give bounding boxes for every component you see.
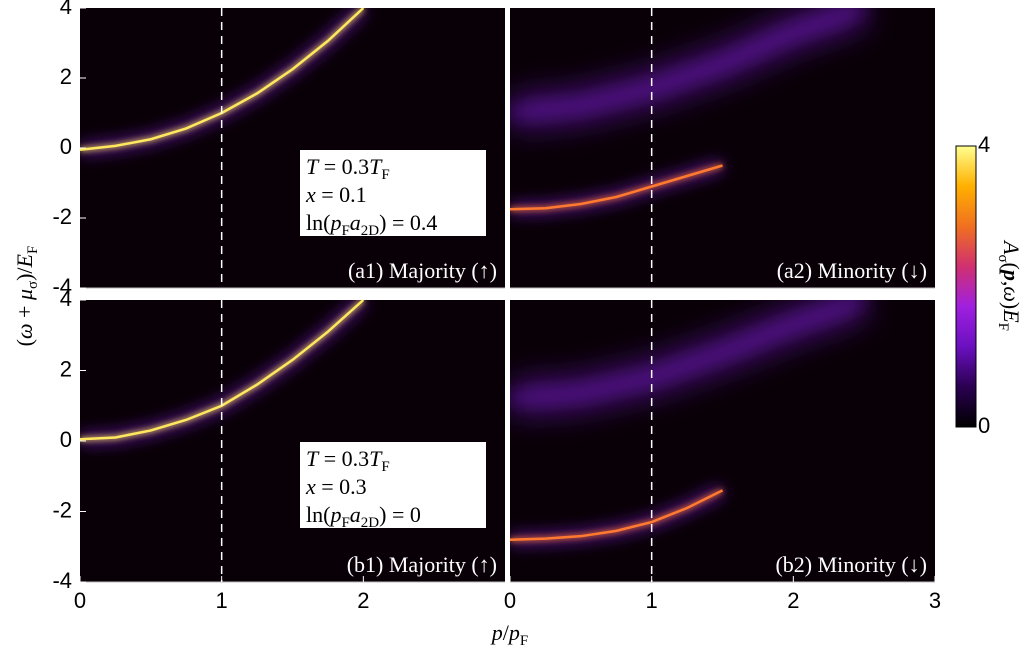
y-tick-label: -2: [52, 204, 72, 229]
spectral-peak: [510, 489, 724, 541]
x-tick-label: 2: [357, 588, 369, 613]
plot-area: [80, 300, 368, 582]
text-segment: = 0.1: [316, 182, 367, 207]
text-segment: F: [381, 167, 389, 183]
annotation-background: [300, 442, 486, 528]
text-segment: ω: [12, 323, 37, 339]
plot-background: [80, 8, 505, 288]
text-segment: )/: [12, 267, 37, 281]
y-tick-label: 0: [60, 134, 72, 159]
text-segment: p: [328, 502, 341, 527]
annotation-background: [300, 150, 486, 236]
text-segment: T: [369, 154, 383, 179]
text-segment: E: [12, 253, 37, 268]
text-segment: = 0.3: [318, 446, 369, 471]
text-segment: p: [328, 210, 341, 235]
colorbar-tick-label: 4: [978, 132, 990, 157]
text-segment: F: [381, 459, 389, 475]
text-segment: = 0.3: [318, 154, 369, 179]
plot-background: [80, 300, 505, 582]
spectral-peak: [510, 164, 723, 211]
plot-area: [510, 300, 870, 582]
y-tick-label: -4: [52, 274, 72, 299]
panel: 0 1 2 3(b2) Minority (↓): [504, 300, 941, 613]
y-tick-label: 4: [60, 0, 72, 19]
text-segment: T: [306, 154, 320, 179]
text-segment: F: [341, 223, 349, 239]
x-tick-label: 1: [216, 588, 228, 613]
y-tick-label: 2: [60, 64, 72, 89]
annotation-line: ln(pFa2D) = 0.4: [306, 210, 437, 239]
x-axis-label: p/pF: [490, 620, 528, 649]
text-segment: ,: [999, 281, 1024, 287]
panel-label: (b2) Minority (↓): [775, 552, 927, 577]
panel-label: (a2) Minority (↓): [777, 258, 927, 283]
text-segment: ln(: [306, 210, 330, 235]
plot-area: [80, 8, 368, 288]
text-segment: /: [503, 620, 510, 645]
panel-label: (b1) Majority (↑): [347, 552, 497, 577]
x-tick-label: 0: [74, 588, 86, 613]
y-axis-label: (ω + μσ)/EF: [12, 246, 41, 347]
text-segment: ): [999, 302, 1024, 309]
panel-label: (a1) Majority (↑): [348, 258, 497, 283]
y-tick-label: -4: [52, 568, 72, 593]
spectral-peak: [510, 300, 867, 406]
text-segment: 2D: [361, 515, 380, 531]
y-tick-label: -2: [52, 497, 72, 522]
text-segment: σ: [25, 281, 41, 289]
colorbar-label: Aσ(p,ω)EF: [995, 239, 1024, 331]
colorbar: [955, 145, 977, 428]
panel: (a2) Minority (↓): [510, 8, 935, 289]
text-segment: a: [350, 502, 361, 527]
annotation-line: x = 0.3: [305, 474, 367, 499]
colorbar-tick-label: 0: [978, 413, 990, 438]
text-segment: μ: [12, 289, 37, 301]
annotation-line: x = 0.1: [305, 182, 367, 207]
annotation-line: T = 0.3TF: [306, 446, 390, 475]
plot-area: [510, 8, 870, 288]
text-segment: F: [25, 246, 41, 254]
y-tick-label: 4: [60, 286, 72, 311]
y-tick-label: 0: [60, 427, 72, 452]
text-segment: F: [995, 323, 1011, 331]
text-segment: x: [305, 474, 316, 499]
text-segment: (: [999, 263, 1024, 270]
text-segment: T: [306, 446, 320, 471]
text-segment: σ: [995, 254, 1011, 262]
text-segment: a: [350, 210, 361, 235]
text-segment: p: [999, 268, 1024, 281]
spectral-peak: [510, 8, 867, 120]
text-segment: F: [520, 633, 528, 649]
x-tick-label: 1: [646, 588, 658, 613]
text-segment: ) = 0.4: [379, 210, 437, 235]
text-segment: x: [305, 182, 316, 207]
text-segment: = 0.3: [316, 474, 367, 499]
text-segment: T: [369, 446, 383, 471]
x-tick-label: 0: [504, 588, 516, 613]
x-tick-label: 3: [929, 588, 941, 613]
text-segment: ) = 0: [379, 502, 421, 527]
text-segment: p: [507, 620, 520, 645]
text-segment: (: [12, 339, 37, 346]
text-segment: E: [999, 308, 1024, 323]
text-segment: ω: [999, 286, 1024, 302]
text-segment: p: [490, 620, 503, 645]
text-segment: +: [12, 300, 37, 323]
y-tick-label: 2: [60, 356, 72, 381]
text-segment: 2D: [361, 223, 380, 239]
text-segment: F: [341, 515, 349, 531]
annotation-line: T = 0.3TF: [306, 154, 390, 183]
annotation-line: ln(pFa2D) = 0: [306, 502, 421, 531]
x-tick-label: 2: [787, 588, 799, 613]
text-segment: A: [999, 239, 1024, 255]
text-segment: ln(: [306, 502, 330, 527]
